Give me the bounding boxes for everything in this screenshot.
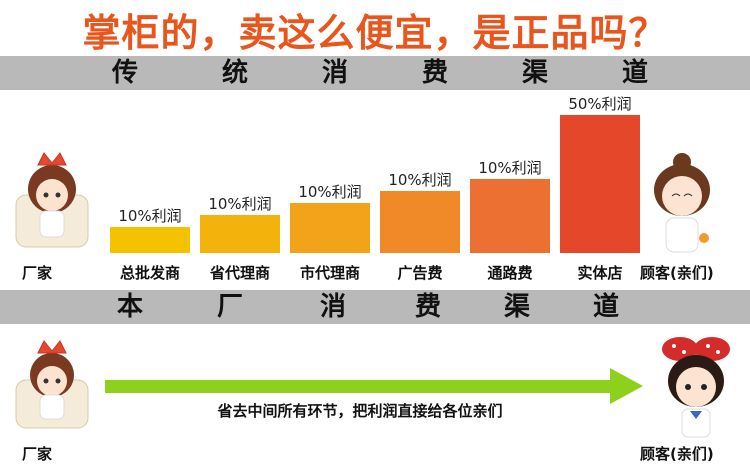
customer-label: 顾客(亲们): [640, 264, 714, 282]
profit-bar: [470, 179, 550, 253]
band-char: 厂: [216, 292, 243, 322]
direct-arrow: [105, 368, 643, 404]
profit-label: 10%利润: [478, 159, 542, 177]
profit-bar: [110, 227, 190, 253]
band-char: 统: [221, 58, 248, 88]
profit-label: 10%利润: [208, 195, 272, 213]
band-char: 消: [321, 58, 348, 88]
profit-label: 10%利润: [298, 183, 362, 201]
profit-bar: [380, 191, 460, 253]
arrow-caption: 省去中间所有环节，把利润直接给各位亲们: [217, 402, 503, 420]
stage-label: 通路费: [487, 264, 533, 282]
factory-label: 厂家: [22, 445, 53, 463]
band-char: 本: [116, 292, 143, 322]
band-char: 传: [111, 58, 138, 88]
band-char: 费: [414, 292, 441, 322]
factory-label: 厂家: [22, 264, 53, 282]
band-char: 费: [421, 58, 448, 88]
direct-channel-band: 本 厂 消 费 渠 道: [0, 290, 750, 324]
profit-bar: [560, 115, 640, 253]
stage-label: 总批发商: [119, 264, 180, 282]
stage-label: 市代理商: [299, 264, 360, 282]
traditional-channel-band: 传 统 消 费 渠 道: [0, 56, 750, 90]
band-char: 道: [621, 58, 648, 88]
profit-label: 10%利润: [388, 171, 452, 189]
factory-king-illustration: [15, 340, 89, 429]
profit-bar: [200, 215, 280, 253]
stage-label: 省代理商: [209, 264, 270, 282]
profit-label: 50%利润: [568, 95, 632, 113]
factory-king-illustration: [15, 152, 89, 248]
band-char: 消: [319, 292, 346, 322]
page-title: 掌柜的，卖这么便宜，是正品吗？: [82, 11, 668, 55]
customer-girl-bow-illustration: [662, 337, 730, 438]
stage-label: 广告费: [397, 264, 443, 282]
customer-girl-illustration: [654, 153, 710, 253]
profit-label: 10%利润: [118, 207, 182, 225]
customer-label: 顾客(亲们): [640, 445, 714, 463]
band-char: 道: [592, 292, 619, 322]
band-char: 渠: [503, 292, 530, 322]
stage-label: 实体店: [577, 264, 623, 282]
profit-bar: [290, 203, 370, 253]
band-char: 渠: [521, 58, 548, 88]
